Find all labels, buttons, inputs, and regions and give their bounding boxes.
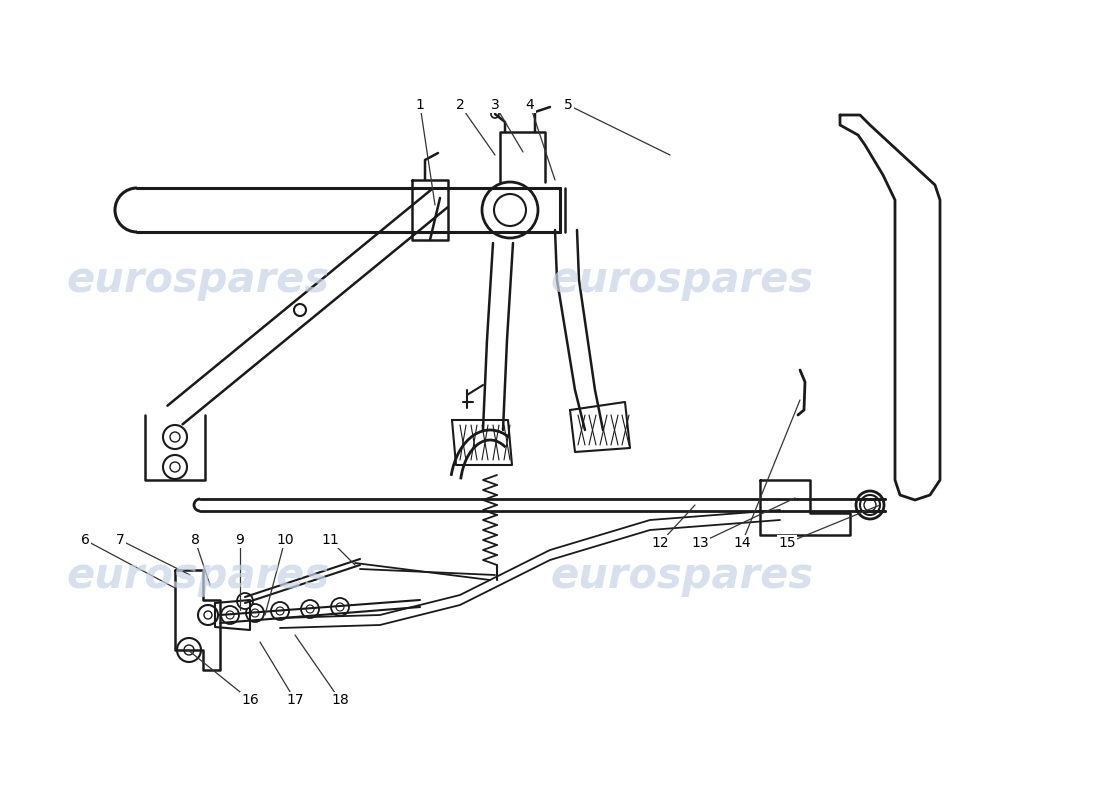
Text: 5: 5 xyxy=(563,98,572,112)
Text: eurospares: eurospares xyxy=(66,555,330,597)
Text: 9: 9 xyxy=(235,533,244,547)
Text: 17: 17 xyxy=(286,693,304,707)
Text: 8: 8 xyxy=(190,533,199,547)
Circle shape xyxy=(856,491,884,519)
Text: eurospares: eurospares xyxy=(550,259,814,301)
Circle shape xyxy=(331,598,349,616)
Circle shape xyxy=(198,605,218,625)
Circle shape xyxy=(236,593,253,609)
Circle shape xyxy=(163,455,187,479)
Text: 1: 1 xyxy=(416,98,425,112)
Text: 4: 4 xyxy=(526,98,535,112)
Text: 13: 13 xyxy=(691,536,708,550)
Circle shape xyxy=(301,600,319,618)
Circle shape xyxy=(163,425,187,449)
Circle shape xyxy=(336,603,344,611)
Circle shape xyxy=(184,645,194,655)
Text: 18: 18 xyxy=(331,693,349,707)
Text: 14: 14 xyxy=(734,536,751,550)
Circle shape xyxy=(864,499,876,511)
Circle shape xyxy=(494,194,526,226)
Text: 3: 3 xyxy=(491,98,499,112)
Text: 10: 10 xyxy=(276,533,294,547)
Text: eurospares: eurospares xyxy=(550,555,814,597)
Text: 15: 15 xyxy=(778,536,795,550)
Circle shape xyxy=(271,602,289,620)
Circle shape xyxy=(177,638,201,662)
Circle shape xyxy=(491,110,499,118)
Circle shape xyxy=(276,607,284,615)
Circle shape xyxy=(306,605,313,613)
Circle shape xyxy=(482,182,538,238)
Text: 7: 7 xyxy=(116,533,124,547)
Circle shape xyxy=(246,604,264,622)
Text: 2: 2 xyxy=(455,98,464,112)
Circle shape xyxy=(221,606,239,624)
Circle shape xyxy=(294,304,306,316)
Text: eurospares: eurospares xyxy=(66,259,330,301)
Circle shape xyxy=(251,609,258,617)
Text: 12: 12 xyxy=(651,536,669,550)
Circle shape xyxy=(226,611,234,619)
Text: 6: 6 xyxy=(80,533,89,547)
Text: 16: 16 xyxy=(241,693,258,707)
Text: 11: 11 xyxy=(321,533,339,547)
